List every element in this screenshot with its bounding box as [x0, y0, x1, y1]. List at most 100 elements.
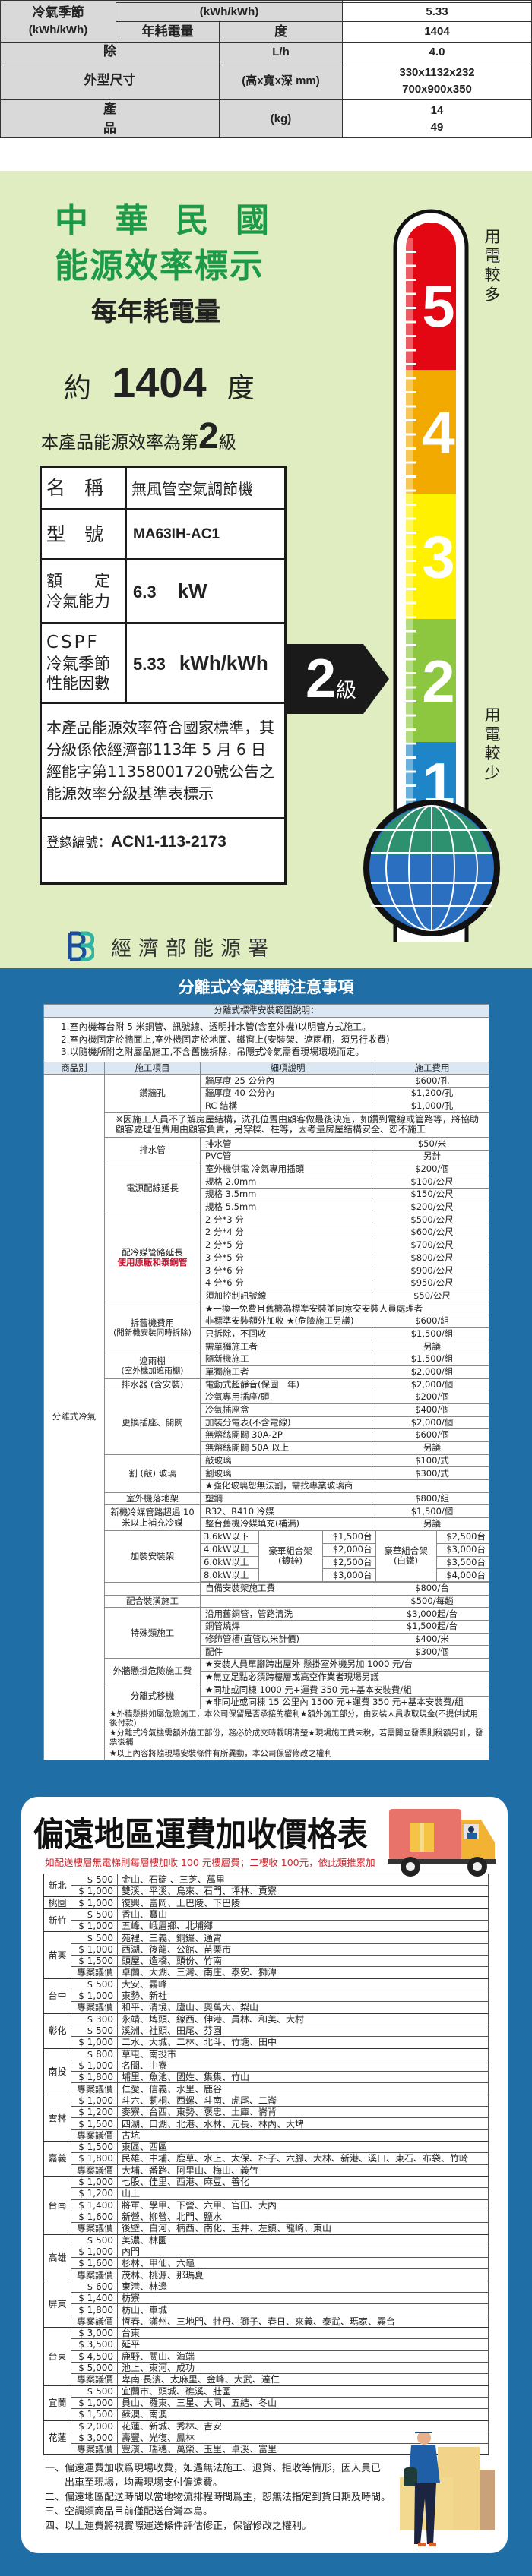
- approx-text: 約: [64, 373, 92, 404]
- install-item-label: 遮雨棚: [139, 1355, 166, 1366]
- install-fee: $600/個: [375, 1428, 489, 1442]
- install-detail: 須加控制訊號線: [200, 1289, 375, 1303]
- grade-digit: 2: [422, 648, 454, 715]
- remote-notes: 一、偏遠運費加收爲現場收費，如遇無法施工、退貨、拒收等情形，因人員已 出車至現場…: [45, 2461, 394, 2533]
- install-row: 配冷媒管路延長 使用原廠和泰銅管 2 分*3 分 $500/公尺: [44, 1213, 489, 1303]
- size-unit: (高x寬x深 mm): [219, 62, 343, 100]
- shipping-row: 台中 $ 500 大安、霧峰: [43, 1978, 489, 2014]
- model-key: 型 號: [40, 508, 127, 560]
- install-item: [104, 1582, 201, 1596]
- shipping-areas: 大埔、番路、阿里山、梅山、義竹: [117, 2164, 489, 2177]
- tick-mark: [406, 279, 416, 281]
- tick-mark: [406, 686, 416, 689]
- shipping-row: $ 1,800 埔里、魚池、國姓、集集、竹山: [44, 2071, 489, 2084]
- shipping-price: $ 500: [71, 1931, 118, 1944]
- shipping-price: 專案議價: [71, 2082, 118, 2095]
- install-row: 外牆懸掛危險施工費 ★安裝人員單腳跨出屋外 懸掛室外機另加 1000 元/台: [44, 1658, 489, 1684]
- install-row: 更換插座、開關 冷氣專用插座/頭 $200/個: [44, 1391, 489, 1455]
- install-fee: $400/米: [375, 1632, 489, 1646]
- column-header-row: 商品別 施工項目 細項說明 施工費用: [43, 1061, 489, 1075]
- shipping-row: 彰化 $ 300 永靖、埤頭、線西、伸港、員林、和美、大村: [43, 2012, 489, 2049]
- install-detail: 敲玻璃: [200, 1454, 375, 1468]
- shipping-row: 苗栗 $ 500 苑裡、三義、銅鑼、通霄: [43, 1931, 489, 1979]
- install-row: 牆厚度 40 公分內 $1,200/孔: [44, 1087, 489, 1100]
- install-row: 遮雨棚 (室外機加遮雨棚) 隨新機施工 $1,500/組: [44, 1353, 489, 1379]
- install-row: RC 結構 $1,000/孔: [44, 1099, 489, 1113]
- shipping-price: 專案議價: [71, 2443, 118, 2456]
- shipping-row: $ 5,000 池上、東河、成功: [44, 2361, 489, 2375]
- tick-mark: [406, 504, 416, 506]
- install-row: ★無立足點必須跨樓層或高空作業者現場另議: [44, 1670, 489, 1684]
- install-item: 拆舊機費用 (開新機安裝同時拆除): [104, 1302, 201, 1354]
- shipping-price: $ 1,200: [71, 2187, 118, 2200]
- tick-mark: [406, 391, 416, 393]
- shipping-areas: 草屯、南投市: [117, 2047, 489, 2060]
- tick-mark: [406, 475, 416, 478]
- mount-options-table: 3.6kW以下 豪華組合架 (鍍鋅) $1,500台 豪華組合架 (白鐵) $2,500台 4…: [201, 1530, 489, 1582]
- install-detail: 修飾管槽(直管以米計價): [200, 1632, 375, 1646]
- less-power-text: 用電較少: [484, 706, 501, 782]
- shipping-row: 專案議價 仁愛、信義、水里、鹿谷: [44, 2082, 489, 2095]
- region-name: 台中: [43, 1978, 71, 2014]
- mount-type-sub: (鍍鋅): [278, 1555, 302, 1566]
- install-note: ★分離式冷氣機需額外施工部份，務必於成交時載明清楚★現場施工費未稅，若需開立發票…: [104, 1727, 489, 1748]
- shipping-row: $ 1,000 五峰、峨眉鄉、北埔鄉: [44, 1920, 489, 1933]
- install-item: 配冷媒管路延長 使用原廠和泰銅管: [104, 1213, 201, 1303]
- arrow-grade: 2級: [306, 648, 356, 710]
- install-row: 修飾管槽(直管以米計價) $400/米: [44, 1632, 489, 1646]
- install-row: 配件 $300/個: [44, 1645, 489, 1659]
- install-row: PVC管 另計: [44, 1150, 489, 1163]
- install-row: 電源配線延長 室外機供電 冷氣專用插頭 $200/個: [44, 1162, 489, 1214]
- install-detail: ★一換一免費且舊機為標準安裝並同意交安裝人員處理者: [200, 1302, 489, 1316]
- grade-digit: 3: [422, 524, 454, 591]
- weight-values: 14 49: [342, 99, 532, 139]
- mount-price-galvanized: $3,000台: [322, 1568, 376, 1582]
- shipping-areas: 台東: [117, 2326, 489, 2340]
- energy-efficiency-label: 中 華 民 國 能源效率標示 每年耗電量 約 1404 度 本產品能源效率為第2…: [0, 171, 532, 968]
- purchase-notes-section: 分離式冷氣選購注意事項 分離式標準安裝範圍說明： 1.室內機每台附 5 米銅管、訊…: [0, 968, 532, 2576]
- model-value: MA63IH-AC1: [125, 508, 287, 560]
- shipping-row: 專案議價 大埔、番路、阿里山、梅山、義竹: [44, 2164, 489, 2177]
- shipping-areas: 七股、佳里、西港、麻豆、善化: [117, 2175, 489, 2189]
- install-row: 室外機落地架 塑鋼 $800/組: [44, 1492, 489, 1506]
- install-item-label: 室外機落地架: [126, 1492, 179, 1504]
- install-fee: $50/米: [375, 1137, 489, 1151]
- grade-arrow-icon: [287, 644, 389, 714]
- install-row: 2 分*5 分 $700/公尺: [44, 1238, 489, 1252]
- install-fee: $50/公尺: [375, 1289, 489, 1303]
- shipping-price: $ 1,000: [71, 2175, 118, 2189]
- install-item-label: 外牆懸掛危險施工費: [112, 1665, 192, 1676]
- mount-type-steel: 豪華組合架 (白鐵): [375, 1530, 437, 1582]
- install-detail: 3 分*6 分: [200, 1264, 375, 1277]
- shipping-row: $ 500 溪洲、社頭、田尾、芬園: [44, 2024, 489, 2038]
- install-item: 新機冷媒管路超過 10 米以上補充冷媒: [104, 1504, 201, 1531]
- install-detail: 需單獨施工者: [200, 1340, 375, 1354]
- shipping-row: 新竹 $ 500 香山、寶山: [43, 1908, 489, 1933]
- install-fee: $1,500起/台: [375, 1620, 489, 1634]
- label-info-table: 名 稱無風管空氣調節機 型 號 MA63IH-AC1 額 定冷氣能力 6.3 kW C…: [40, 466, 287, 885]
- tick-mark: [406, 630, 416, 633]
- shipping-areas: 民雄、中埔、鹿草、水上、太保、朴子、六腳、大林、新港、溪口、東石、布袋、竹崎: [117, 2152, 489, 2165]
- shipping-areas: 宜蘭市、頭城、礁溪、壯圍: [117, 2385, 489, 2398]
- size-label: 外型尺寸: [0, 62, 220, 100]
- install-detail: 非標準安裝額外加收 ★(危險施工另議): [200, 1315, 375, 1328]
- shipping-price: $ 1,000: [71, 1920, 118, 1933]
- install-row: 排水器 (含安裝) 電動式超靜音(保固一年) $2,000/個: [44, 1378, 489, 1392]
- cspf-key-1: CSPF: [46, 633, 100, 653]
- tick-mark: [406, 601, 416, 605]
- install-item: 遮雨棚 (室外機加遮雨棚): [104, 1353, 201, 1379]
- region-name: 彰化: [43, 2012, 71, 2049]
- shipping-areas: 五峰、峨眉鄉、北埔鄉: [117, 1920, 489, 1933]
- install-item-label: 排水管: [139, 1144, 166, 1156]
- shipping-row: $ 1,500 頭屋、造橋、頭份、竹南: [44, 1954, 489, 1968]
- shipping-note: 二、偏遠地區配送時間以當地物流排程時間爲主，恕無法指定到貨日期及時間。: [45, 2492, 391, 2504]
- install-item: 加裝安裝架: [104, 1530, 201, 1583]
- install-fee: 另議: [375, 1517, 489, 1531]
- shipping-row: $ 1,000 雙溪、平溪、烏來、石門、坪林、貢寮: [44, 1885, 489, 1898]
- tick-mark: [406, 728, 416, 731]
- install-fee: $1,200/孔: [375, 1087, 489, 1100]
- shipping-row: $ 1,200 麥寮、台西、東勢、褒忠、土庫、崙背: [44, 2106, 489, 2119]
- cspf-key-3: 性能因數: [46, 674, 110, 693]
- shipping-price: $ 500: [71, 1978, 118, 1990]
- install-row: 分離式冷氣 鑽牆孔 牆厚度 25 公分內 $600/孔: [43, 1074, 489, 1760]
